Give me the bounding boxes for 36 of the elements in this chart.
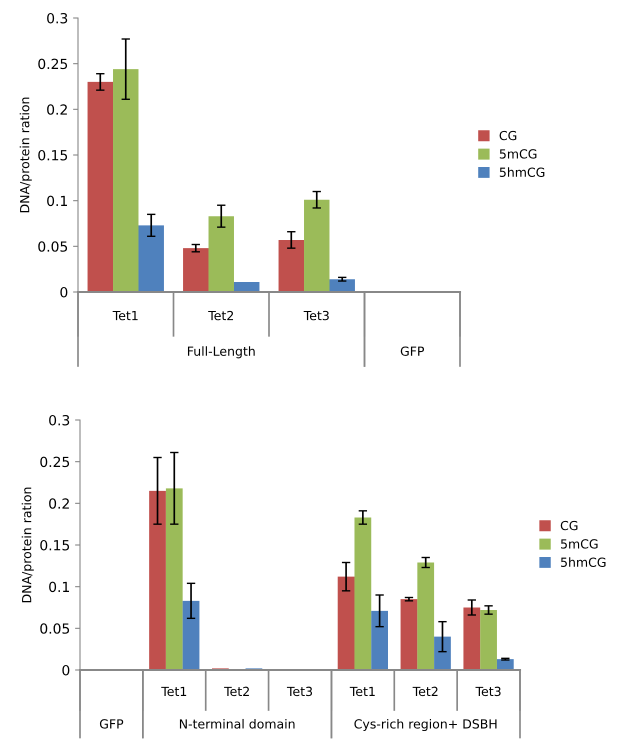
x-tick-label: Tet1 [161, 686, 186, 696]
text: GFP [400, 346, 424, 356]
text: GFP [100, 719, 124, 729]
legend-label: 5mCG [500, 149, 536, 159]
y-tick-label: 0 [62, 664, 70, 676]
y-tick-label: 0.1 [47, 196, 67, 206]
x-tick-label: Tet3 [286, 686, 312, 696]
y-tick-label: 0.15 [40, 540, 70, 550]
text: N-terminal domain [180, 718, 295, 729]
y-tick-label: 0.05 [40, 623, 70, 634]
y-tick-label: 0.05 [38, 241, 68, 252]
y-tick-label: 0.3 [47, 12, 68, 24]
legend-label: 5mCG [561, 539, 598, 549]
legend-label: 5hmCG [561, 557, 606, 567]
y-tick-label: 0 [60, 286, 68, 298]
legend-label: 5hmCG [500, 167, 544, 177]
y-tick-label: 0.1 [49, 582, 69, 592]
y-tick-label: 0.2 [49, 498, 69, 509]
y-tick-label: 0.25 [40, 456, 70, 468]
y-tick-label: 0.15 [38, 150, 68, 160]
y-tick-label: 0.3 [49, 414, 70, 426]
y-axis-title: DNA/protein ration [20, 98, 32, 212]
y-tick-label: 0.25 [38, 58, 68, 70]
y-axis-title: DNA/protein ration [22, 488, 34, 602]
x-tick-label: Tet1 [350, 686, 375, 696]
x-tick-label: Tet3 [476, 686, 501, 696]
legend-label: CG [560, 520, 578, 530]
x-tick-label: Tet1 [112, 310, 138, 320]
y-tick-label: 0.2 [47, 104, 67, 115]
x-tick-label: Tet3 [304, 310, 329, 320]
x-tick-label: Tet2 [208, 310, 234, 320]
text: Full-Length [188, 346, 255, 358]
legend-label: CG [500, 130, 516, 140]
x-tick-label: Tet2 [412, 686, 438, 696]
text: Cys-rich region+ DSBH [354, 718, 497, 732]
x-tick-label: Tet2 [224, 686, 249, 696]
